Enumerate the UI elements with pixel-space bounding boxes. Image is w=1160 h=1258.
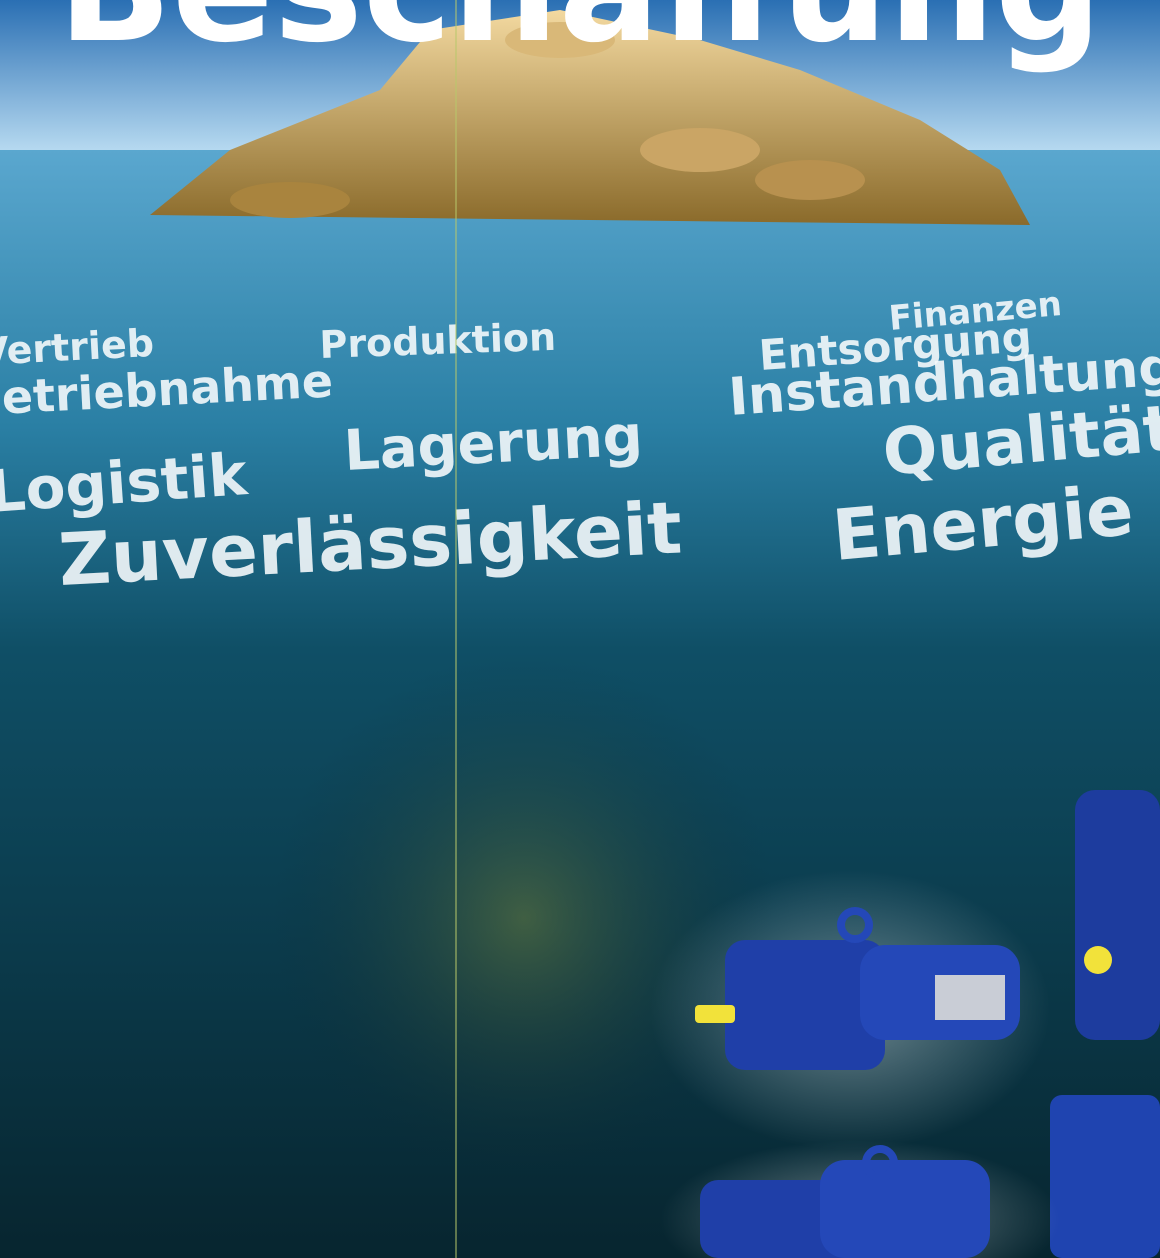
word: Produktion [319,315,557,367]
title: Beschaffung [58,0,1103,76]
coin-pile [150,10,1030,225]
word: Vertrieb [0,321,155,374]
gear-motors [650,790,1160,1258]
word: Lagerung [342,403,644,484]
